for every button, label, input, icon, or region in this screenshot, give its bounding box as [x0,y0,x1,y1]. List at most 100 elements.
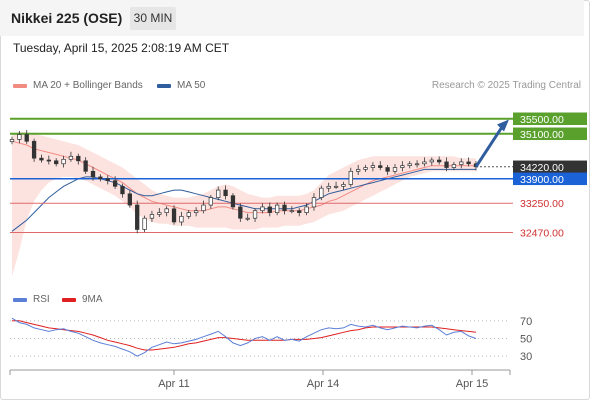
candle [201,200,206,214]
candle [127,190,132,208]
candle-body [341,184,346,187]
candle [392,163,398,174]
candle-body [414,163,420,166]
candle [90,166,96,181]
candle [341,181,346,191]
candle [61,155,66,168]
candle [363,164,368,173]
candle-body [68,155,74,160]
rsi-level-label: 30 [520,351,532,363]
candle-body [83,160,88,172]
timeframe-button[interactable]: 30 MIN [130,7,176,30]
x-tick-label: Apr 14 [307,378,339,390]
candle-body [297,210,302,213]
candle-body [76,155,81,162]
candle-body [333,185,339,188]
projection-arrow-head [497,119,509,132]
candle [68,151,74,162]
candle [333,181,339,189]
candle-body [274,204,280,213]
candle [274,202,280,216]
candle-body [356,169,361,172]
legend-ma20: MA 20 + Bollinger Bands [13,80,143,91]
candle [83,157,88,174]
candle-body [39,157,44,161]
header-bar: Nikkei 225 (OSE) 30 MIN [0,0,584,36]
candle [179,211,184,226]
candle-body [179,215,184,223]
candle-body [164,208,169,213]
level-tag-resistance [513,127,587,141]
candle [157,208,162,218]
candle [451,161,457,171]
candle-body [444,161,449,168]
candle-body [392,167,398,172]
candle-body [193,210,199,213]
candle-body [459,161,464,165]
candle-body [223,189,228,197]
candle-body [260,206,265,212]
legend-rsi: RSI [13,294,50,305]
candle [466,157,471,167]
candle-body [252,210,258,219]
candle [422,157,427,167]
level-label-resistance: 35100.00 [520,129,564,141]
candle-body [400,165,405,168]
candle-body [422,161,427,165]
candle-body [378,165,383,168]
candle-body [319,187,324,198]
candle-body [289,210,295,213]
candle [326,182,331,192]
rsi-swatch [13,297,27,302]
candle [120,183,125,198]
projection-arrow-shaft [474,124,505,168]
candle [267,202,272,217]
level-label-resistance: 35500.00 [520,114,564,126]
candle [444,157,449,172]
candle-body [429,159,434,163]
candle [149,210,155,222]
candle-body [282,204,287,212]
candle-body [311,197,317,208]
candle [39,154,44,163]
candle-body [98,176,103,180]
candle [193,207,199,217]
candle-body [24,134,29,142]
candle-body [407,163,412,167]
candle [238,203,243,222]
candle [289,206,295,214]
credit-text: Research © 2025 Trading Central [431,80,581,91]
rsi-level-label: 50 [520,334,532,346]
candle-body [230,195,236,208]
candle [304,203,309,216]
candle [414,160,420,168]
candle [297,208,302,217]
candle-body [31,140,37,159]
candle [17,130,22,144]
candle [429,157,434,166]
candle-body [112,180,118,187]
candle [98,174,103,182]
candle [171,205,177,225]
candle [437,156,442,165]
candle [105,175,110,185]
candle [282,201,287,215]
legend-9ma-label: 9MA [82,294,103,305]
candle-body [54,160,59,165]
candle-body [186,212,191,217]
candle-body [105,178,110,182]
level-label-support: 32470.00 [520,227,564,239]
candle [223,185,228,200]
rsi-level-label: 70 [520,316,532,328]
ma50-line [11,168,476,232]
x-tick-label: Apr 15 [456,378,488,390]
candle [135,200,140,234]
candle-body [142,217,147,230]
candle-body [238,206,243,219]
candle [186,209,191,219]
candle-body [385,167,390,172]
candle-body [466,161,471,165]
candle-body [127,193,132,206]
candle [252,208,258,222]
